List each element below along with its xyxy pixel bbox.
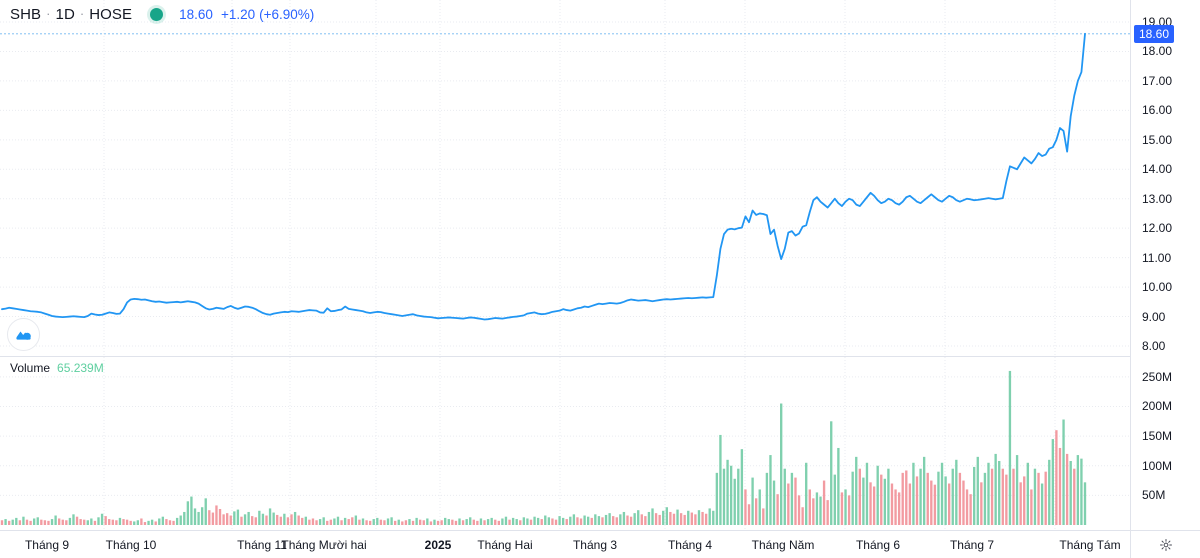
volume-bars [0,370,1087,525]
volume-axis-tick: 200M [1142,399,1173,414]
price-axis-tick: 11.00 [1142,250,1172,265]
time-axis-tick: Tháng 6 [855,538,901,552]
volume-chart-pane[interactable] [0,357,1131,531]
price-axis-tick: 14.00 [1142,162,1173,177]
price-axis-tick: 16.00 [1142,103,1173,118]
current-price-badge[interactable]: 18.60 [1134,24,1175,43]
price-axis-tick: 9.00 [1142,309,1166,324]
time-axis-tick: Tháng 3 [572,538,618,552]
interval-label[interactable]: 1D [55,5,75,23]
price-chart-svg [0,0,1131,356]
volume-axis-tick: 100M [1142,458,1173,473]
volume-legend-value: 65.239M [57,361,104,375]
time-axis-tick: Tháng Tám [1059,538,1121,552]
price-axis-tick: 15.00 [1142,132,1173,147]
price-gridlines [0,0,1131,356]
time-axis-tick: Tháng Năm [751,538,815,552]
legend-separator-2: · [79,5,85,21]
time-axis-tick: Tháng 7 [949,538,995,552]
pane-divider [0,356,1200,357]
price-change-percent: (+6.90%) [259,6,315,22]
price-axis-tick: 8.00 [1142,339,1166,353]
price-axis-tick: 13.00 [1142,191,1173,206]
price-change-value: +1.20 [220,6,256,22]
time-axis-tick: Tháng 10 [105,538,157,552]
last-price-value: 18.60 [179,6,213,22]
exchange-label[interactable]: HOSE [89,5,133,23]
chart-settings-button[interactable] [1130,531,1200,558]
volume-axis-tick: 150M [1142,429,1173,444]
time-axis-tick: 2025 [424,538,452,552]
right-price-axis[interactable]: 19.00 18.00 17.00 16.00 15.00 14.00 13.00 12.00… [1130,0,1200,531]
time-axis-tick: Tháng 9 [24,538,70,552]
price-axis-tick: 17.00 [1142,73,1173,88]
time-axis-tick: Tháng 11 [237,538,287,552]
mountain-cloud-glyph [16,331,31,340]
time-axis-tick: Tháng Mười hai [281,538,367,552]
price-line-series [1,32,1086,321]
price-axis-tick: 12.00 [1142,221,1173,236]
gear-icon [1159,538,1172,551]
price-axis-tick: 10.00 [1142,280,1173,295]
price-chart-pane[interactable] [0,0,1131,356]
volume-legend[interactable]: Volume 65.239M [10,361,104,375]
bottom-time-axis[interactable]: Tháng 9 Tháng 10 Tháng 11 Tháng Mười hai 202… [0,530,1200,558]
market-status-dot-icon[interactable] [150,7,164,21]
symbol-label[interactable]: SHB [10,5,42,23]
tradingview-logo-icon [7,318,40,351]
legend-separator-1: · [46,5,51,21]
price-axis-tick: 18.00 [1142,44,1173,59]
time-axis-tick: Tháng Hai [477,538,533,552]
quote-block: 18.60 +1.20 (+6.90%) [179,7,314,22]
volume-legend-title: Volume [10,361,51,375]
volume-axis-tick: 250M [1142,369,1173,384]
volume-gridlines [0,357,1131,531]
time-axis-tick: Tháng 4 [667,538,713,552]
volume-chart-svg [0,357,1131,531]
volume-axis-tick: 50M [1142,488,1166,503]
chart-legend-header[interactable]: SHB · 1D · HOSE 18.60 +1.20 (+6.90%) [10,3,314,25]
